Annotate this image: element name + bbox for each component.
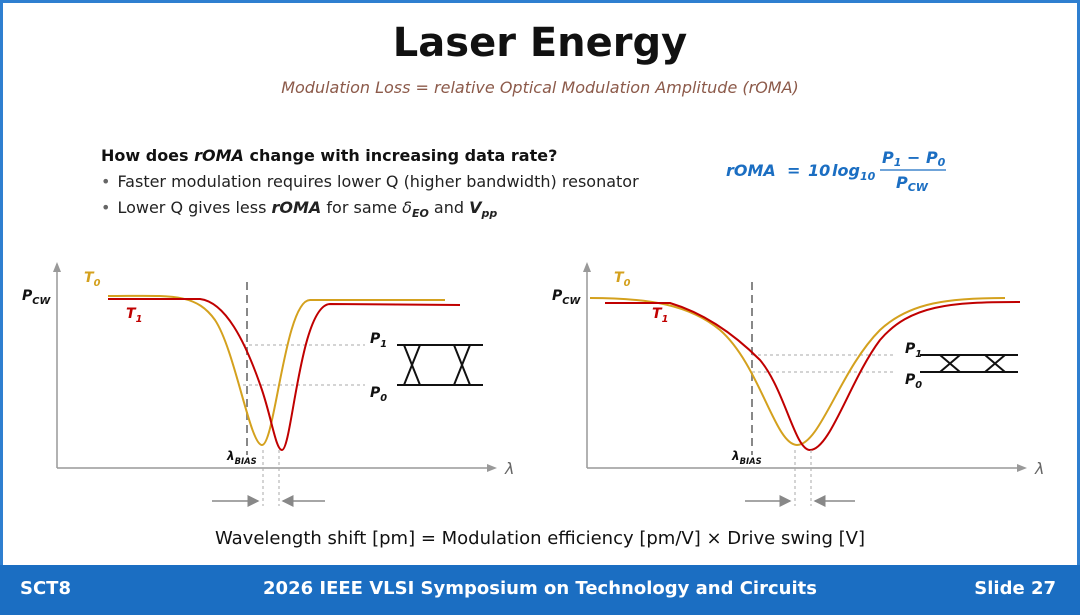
text: P: [896, 173, 908, 192]
curve-t1: [108, 298, 461, 452]
curve-t1: [605, 301, 1021, 452]
text: CW: [562, 296, 581, 307]
eye-cross: [403, 344, 421, 386]
label: T1: [652, 306, 668, 325]
text: P: [882, 148, 894, 167]
footer-center: 2026 IEEE VLSI Symposium on Technology a…: [263, 578, 817, 599]
text: T: [126, 306, 137, 322]
text: λ: [226, 449, 235, 463]
text: Lower Q gives less: [117, 198, 272, 217]
text: CW: [908, 181, 929, 194]
text: 0: [915, 380, 922, 391]
diagram: rOMA = 10 log10 P1 − P0 PCW λPCWT0T1P1P0…: [22, 148, 1044, 507]
eye-cross: [939, 354, 961, 373]
text: 1: [915, 349, 922, 360]
text: rOMA: [194, 146, 244, 165]
text: P: [22, 288, 33, 304]
x-arrow: [487, 464, 497, 472]
text: log: [832, 161, 860, 180]
text: 0: [380, 393, 387, 404]
footer: SCT8 2026 IEEE VLSI Symposium on Technol…: [0, 565, 1080, 615]
text: V: [469, 198, 482, 217]
text: T: [652, 306, 663, 322]
bullet: Faster modulation requires lower Q (high…: [101, 172, 639, 191]
text: BIAS: [235, 456, 257, 466]
formula-coef: 10: [808, 161, 830, 180]
text: BIAS: [740, 456, 762, 466]
formula-lhs: rOMA: [726, 161, 776, 180]
label: T0: [614, 270, 631, 289]
text: EO: [411, 207, 429, 221]
y-arrow: [53, 262, 61, 272]
text: P: [926, 148, 938, 167]
x-label: λ: [1034, 459, 1044, 478]
formula-log: log10: [832, 161, 876, 183]
curve-t0: [107, 294, 445, 447]
formula-denominator: PCW: [896, 173, 929, 194]
subtitle: Modulation Loss = relative Optical Modul…: [281, 78, 799, 97]
x-arrow: [1017, 464, 1027, 472]
text: rOMA: [271, 198, 322, 217]
x-label: λ: [504, 459, 514, 478]
text: P: [905, 341, 916, 357]
text: 10: [860, 170, 876, 183]
footer-left: SCT8: [20, 578, 71, 599]
text: P: [905, 372, 916, 388]
label: T1: [126, 306, 142, 325]
bullet: Lower Q gives less rOMA for same δEO and…: [101, 198, 497, 220]
text: 0: [938, 156, 946, 169]
text: How does: [101, 146, 195, 165]
text: 1: [894, 156, 902, 169]
text: δ: [402, 198, 412, 217]
text: 1: [136, 314, 143, 325]
text: Faster modulation requires lower Q (high…: [117, 172, 639, 191]
text: 1: [662, 314, 669, 325]
text: change with increasing data rate?: [243, 146, 558, 165]
label: λBIAS: [731, 449, 762, 466]
text: T: [614, 270, 625, 286]
text: λ: [731, 449, 740, 463]
text: P: [370, 331, 381, 347]
label: T0: [84, 270, 101, 289]
text: 0: [624, 278, 631, 289]
text: P: [552, 288, 563, 304]
footer-right: Slide 27: [974, 578, 1056, 599]
text: 0: [94, 278, 101, 289]
text: P: [370, 385, 381, 401]
text: −: [901, 148, 926, 167]
text: and: [428, 198, 470, 217]
text: for same: [321, 198, 403, 217]
question: How does rOMA change with increasing dat…: [101, 146, 557, 165]
text: 1: [380, 339, 387, 350]
formula-eq: =: [787, 161, 800, 180]
eye-cross: [984, 354, 1006, 373]
formula: rOMA = 10 log10 P1 − P0 PCW: [726, 148, 946, 194]
title: Laser Energy: [392, 20, 688, 66]
eye-cross: [453, 344, 471, 386]
label: λBIAS: [226, 449, 257, 466]
label: PCW: [552, 288, 581, 307]
label: P0: [905, 372, 922, 391]
text: T: [84, 270, 95, 286]
label: P1: [905, 341, 922, 360]
formula-numerator: P1 − P0: [882, 148, 946, 169]
text: pp: [481, 207, 498, 221]
label: P0: [370, 385, 387, 404]
label: PCW: [22, 288, 51, 307]
y-arrow: [583, 262, 591, 272]
curve-t0: [589, 297, 1006, 447]
caption: Wavelength shift [pm] = Modulation effic…: [215, 528, 865, 549]
label: P1: [370, 331, 387, 350]
text: CW: [32, 296, 51, 307]
